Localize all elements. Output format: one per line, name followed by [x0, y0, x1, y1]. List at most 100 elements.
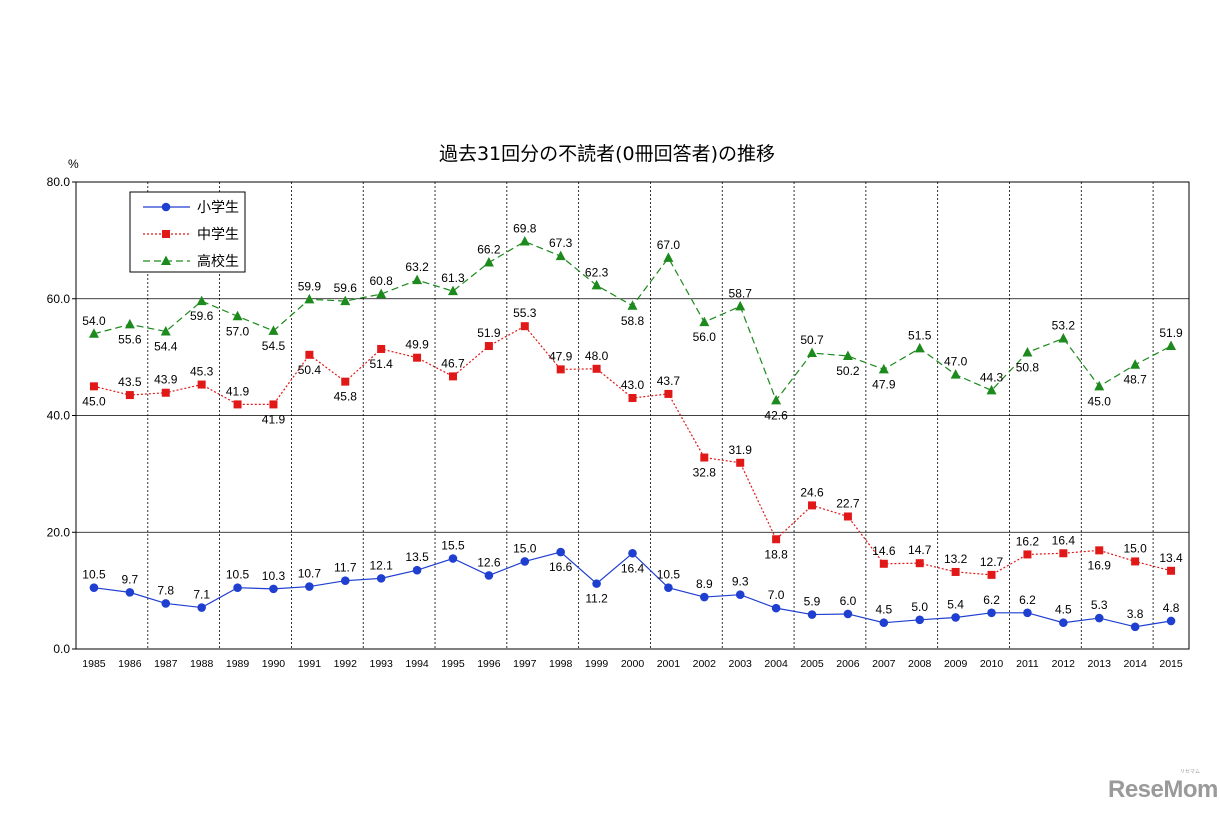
data-point [915, 615, 925, 625]
data-point [879, 618, 889, 628]
data-point [197, 380, 206, 389]
x-tick-label: 1990 [262, 658, 286, 670]
data-point [125, 588, 135, 597]
data-point [771, 603, 781, 613]
data-label: 15.0 [1123, 541, 1147, 555]
data-point [412, 274, 423, 285]
data-label: 43.7 [657, 374, 681, 388]
x-tick-label: 2013 [1088, 658, 1112, 670]
y-tick-label: 60.0 [47, 292, 71, 306]
data-point [484, 342, 493, 351]
data-label: 5.3 [1091, 598, 1108, 612]
x-tick-label: 1989 [226, 658, 250, 670]
legend-label: 小学生 [197, 200, 239, 216]
data-point [1058, 332, 1069, 343]
data-label: 61.3 [441, 271, 465, 285]
x-tick-label: 1986 [118, 658, 142, 670]
data-point [842, 350, 853, 360]
data-label: 58.7 [729, 286, 753, 300]
data-label: 10.3 [262, 569, 286, 583]
data-point [664, 583, 673, 593]
data-point [1130, 622, 1140, 632]
data-label: 45.3 [190, 365, 214, 379]
data-point [772, 535, 781, 544]
data-point [233, 583, 242, 593]
data-label: 5.0 [911, 600, 928, 614]
data-point [520, 557, 530, 566]
resemom-logo-kana: リセマム [1180, 769, 1201, 775]
data-label: 6.2 [1019, 593, 1036, 607]
x-axis-ticks: 1985 1986 1987 1988 1989 1990 1991 1992 1993 1994… [82, 658, 1183, 670]
data-label: 18.8 [764, 547, 788, 561]
x-tick-label: 2003 [729, 658, 753, 670]
data-point [843, 512, 852, 521]
x-tick-label: 2002 [693, 658, 717, 670]
data-point [807, 347, 818, 358]
x-tick-label: 1993 [369, 658, 393, 670]
data-point [1166, 340, 1177, 351]
data-point [1022, 346, 1033, 357]
data-point [161, 599, 171, 608]
data-label: 7.0 [768, 588, 785, 602]
data-point [555, 250, 566, 261]
grid [76, 182, 1189, 649]
data-label: 54.4 [154, 339, 178, 353]
data-label: 66.2 [477, 243, 501, 257]
data-point [914, 342, 925, 353]
data-point [987, 570, 996, 579]
x-tick-label: 2014 [1123, 658, 1147, 670]
data-point [520, 322, 529, 331]
data-point [951, 613, 960, 622]
data-label: 5.4 [947, 597, 964, 611]
data-point [1094, 380, 1105, 391]
legend-label: 高校生 [197, 253, 239, 270]
data-point [987, 608, 996, 618]
data-label: 51.5 [908, 328, 932, 342]
data-point [700, 453, 709, 462]
data-label: 16.2 [1016, 534, 1040, 548]
data-label: 50.2 [836, 364, 860, 378]
y-tick-label: 80.0 [47, 175, 71, 189]
x-tick-label: 2012 [1052, 658, 1076, 670]
data-label: 12.7 [980, 555, 1004, 569]
data-point [484, 571, 494, 580]
data-point [376, 574, 386, 583]
data-label: 13.5 [405, 550, 429, 564]
data-label: 6.0 [840, 594, 857, 608]
data-label: 62.3 [585, 265, 609, 279]
data-label: 59.6 [334, 281, 358, 295]
data-label: 31.9 [729, 443, 753, 457]
data-label: 50.7 [800, 333, 824, 347]
data-label: 50.8 [1016, 360, 1040, 374]
x-tick-label: 1988 [190, 658, 214, 670]
data-point [89, 382, 98, 391]
data-label: 13.2 [944, 552, 968, 566]
data-label: 8.9 [696, 577, 713, 591]
x-tick-label: 1997 [513, 658, 537, 670]
data-point [340, 576, 350, 586]
x-tick-label: 2009 [944, 658, 968, 670]
data-point [197, 603, 206, 612]
data-label: 54.0 [82, 314, 106, 328]
data-point [304, 293, 315, 304]
data-label: 43.5 [118, 375, 142, 389]
data-label: 10.5 [82, 568, 106, 582]
data-label: 55.6 [118, 332, 142, 346]
data-label: 55.3 [513, 306, 537, 320]
x-tick-label: 1994 [405, 658, 429, 670]
data-label: 14.6 [872, 544, 896, 558]
data-label: 69.8 [513, 222, 537, 236]
data-point [843, 609, 853, 619]
data-point [950, 369, 961, 379]
data-point [771, 394, 782, 405]
data-label: 42.6 [764, 408, 788, 422]
data-label: 63.2 [405, 260, 429, 274]
data-point [592, 364, 601, 373]
data-point [735, 590, 745, 600]
data-label: 43.9 [154, 373, 178, 387]
data-label: 67.0 [657, 238, 681, 252]
data-point [700, 592, 709, 602]
x-tick-label: 2015 [1159, 658, 1183, 670]
data-point [1059, 549, 1068, 558]
